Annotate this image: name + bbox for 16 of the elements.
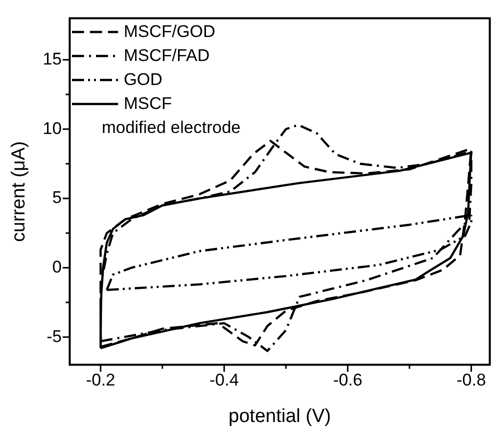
y-tick-label: -5 <box>46 326 62 346</box>
legend-label: MSCF/FAD <box>124 45 210 68</box>
y-tick-label: 15 <box>42 49 62 68</box>
y-tick-label: 0 <box>52 257 62 276</box>
legend-label: MSCF/GOD <box>124 21 216 44</box>
annotation: modified electrode <box>100 117 241 140</box>
y-tick-label: 10 <box>42 118 62 138</box>
x-tick-label: -0.2 <box>86 370 116 390</box>
x-tick-label: -0.6 <box>333 370 362 390</box>
x-tick-label: -0.8 <box>456 370 486 390</box>
legend-label: GOD <box>124 69 162 92</box>
y-axis-title: current (μA) <box>8 141 30 242</box>
legend-label: MSCF <box>124 93 172 116</box>
x-axis-title: potential (V) <box>228 406 331 427</box>
y-tick-label: 5 <box>52 188 62 208</box>
x-tick-label: -0.4 <box>210 370 239 390</box>
